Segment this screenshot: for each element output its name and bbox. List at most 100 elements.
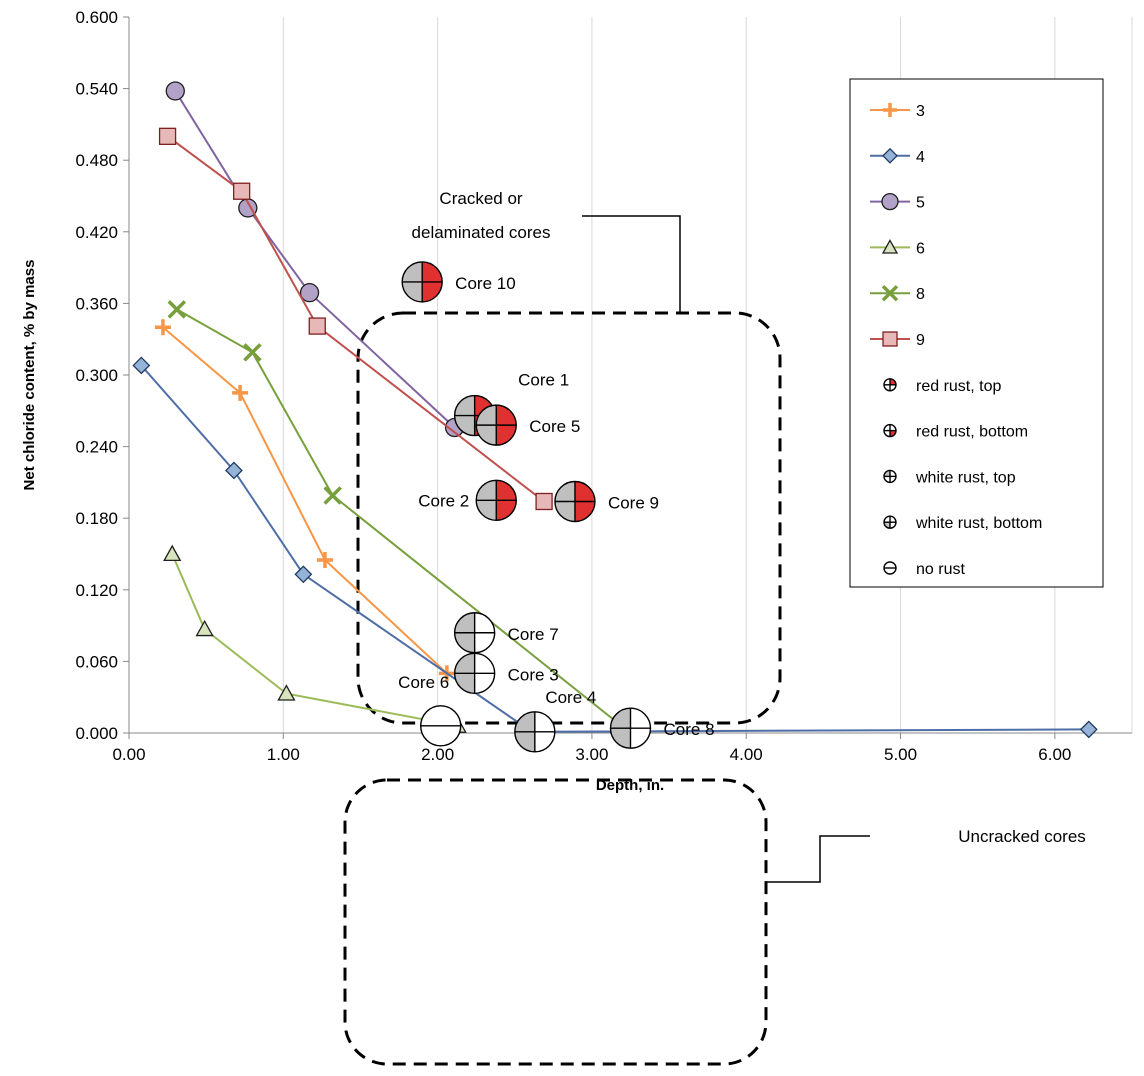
x-tick-label: 3.00	[575, 745, 608, 764]
legend-entry-5: 5	[870, 192, 925, 212]
cracked-cores-box: Cracked or delaminated cores	[356, 189, 782, 725]
x-tick-label: 6.00	[1038, 745, 1071, 764]
x-tick-label: 4.00	[730, 745, 763, 764]
core-symbol	[514, 711, 556, 753]
uncracked-cores-label: Uncracked cores	[958, 827, 1086, 846]
data-point-square	[535, 492, 553, 511]
core-label: Core 8	[664, 720, 715, 739]
y-tick-label: 0.540	[75, 80, 118, 99]
core-label: Core 6	[398, 673, 449, 692]
legend-entry-symbol: red rust, bottom	[883, 423, 1028, 441]
legend-label: 3	[916, 103, 925, 120]
legend-entry-6: 6	[870, 239, 925, 257]
data-point-triangle	[163, 544, 182, 562]
tick-labels: 0.00 1.00 2.00 3.00 4.00 5.00 6.00 0.000 0.060 0.…	[75, 8, 1071, 764]
data-point-plus	[316, 551, 333, 568]
core-symbol	[609, 707, 652, 749]
quadrant-bottom-left	[610, 728, 631, 749]
data-point-triangle	[195, 619, 214, 637]
legend-label: white rust, top	[915, 469, 1016, 486]
series-8	[167, 300, 633, 737]
core-symbol	[475, 404, 517, 446]
legend-symbol	[883, 423, 897, 438]
data-point-plus	[154, 319, 171, 336]
uncracked-cores-box: Uncracked cores	[343, 778, 1086, 1066]
data-point-plus	[232, 384, 249, 401]
legend-symbol	[883, 515, 897, 529]
quadrant-top-left	[884, 470, 890, 477]
core-symbol	[554, 480, 596, 523]
quadrant-bottom-right	[890, 430, 896, 437]
quadrant-bottom-left	[476, 425, 497, 446]
y-axis-title: Net chloride content, % by mass	[21, 260, 38, 491]
core-label: Core 9	[608, 493, 659, 512]
series-line	[167, 135, 545, 503]
data-point-plus	[883, 103, 897, 117]
legend-entry-9: 9	[870, 331, 925, 349]
core-label: Core 4	[545, 688, 596, 707]
core-symbol	[475, 479, 517, 521]
quadrant-top-left	[454, 653, 475, 674]
core-symbol	[420, 705, 462, 747]
quadrant-top-left	[454, 395, 475, 416]
core-symbols: Core 10 Core 1 Core 5 Core 2 Core 9 Core 7 Cor…	[398, 261, 715, 753]
legend-label: 6	[916, 240, 925, 257]
data-point-square	[882, 331, 898, 347]
legend-label: no rust	[916, 561, 965, 578]
legend-label: red rust, top	[916, 378, 1001, 395]
quadrant-bottom-left	[402, 281, 423, 302]
legend-symbol	[883, 378, 897, 392]
y-tick-label: 0.120	[75, 581, 118, 600]
y-tick-label: 0.240	[75, 438, 118, 457]
core-symbol	[453, 652, 496, 695]
quadrant-bottom-left	[476, 500, 497, 521]
legend-symbol	[883, 561, 897, 575]
core-label: Core 10	[455, 274, 515, 293]
legend-entry-3: 3	[870, 103, 925, 120]
quadrant-bottom-left	[454, 632, 475, 653]
legend-label: white rust, bottom	[915, 515, 1042, 532]
series-line	[162, 326, 448, 675]
y-tick-label: 0.480	[75, 151, 118, 170]
legend-label: 5	[916, 195, 925, 212]
quadrant-top-right	[422, 261, 443, 282]
data-point-diamond	[1079, 720, 1098, 739]
quadrant-top-left	[402, 261, 423, 282]
legend-label: red rust, bottom	[916, 424, 1028, 441]
data-point-x	[881, 284, 899, 302]
quadrant-bottom-right	[574, 501, 595, 522]
x-axis-title: Depth, in.	[596, 777, 664, 794]
series-6	[163, 544, 467, 733]
cracked-cores-label-line2: delaminated cores	[412, 223, 551, 242]
core-label: Core 7	[508, 625, 559, 644]
core-label: Core 2	[418, 491, 469, 510]
series-line	[171, 553, 458, 727]
y-tick-label: 0.600	[75, 8, 118, 27]
core-label: Core 1	[518, 371, 569, 390]
data-point-square	[232, 182, 251, 200]
data-point-triangle	[881, 239, 899, 254]
core-label: Core 3	[508, 665, 559, 684]
data-point-diamond	[132, 356, 151, 375]
quadrant-top-left	[476, 405, 497, 426]
data-point-x	[243, 343, 262, 362]
legend-entry-symbol: red rust, top	[883, 378, 1001, 395]
series-3	[154, 319, 455, 682]
data-point-diamond	[294, 565, 313, 584]
data-point-circle	[881, 192, 899, 211]
legend-label: 9	[916, 332, 925, 349]
legend-entry-8: 8	[870, 284, 925, 303]
data-point-circle	[165, 81, 185, 101]
quadrant-top-right	[574, 481, 595, 502]
quadrant-bottom-left	[454, 673, 475, 694]
series-line	[174, 90, 456, 429]
quadrant-bottom-left	[554, 501, 575, 522]
quadrant-bottom-right	[422, 281, 443, 302]
quadrant-top-left	[476, 480, 497, 501]
legend-entry-symbol: white rust, top	[883, 469, 1016, 486]
core-label: Core 5	[529, 417, 580, 436]
legend-entry-4: 4	[870, 147, 925, 166]
data-point-x	[323, 486, 342, 505]
quadrant-top-right	[890, 378, 896, 385]
data-point-x	[167, 300, 187, 319]
